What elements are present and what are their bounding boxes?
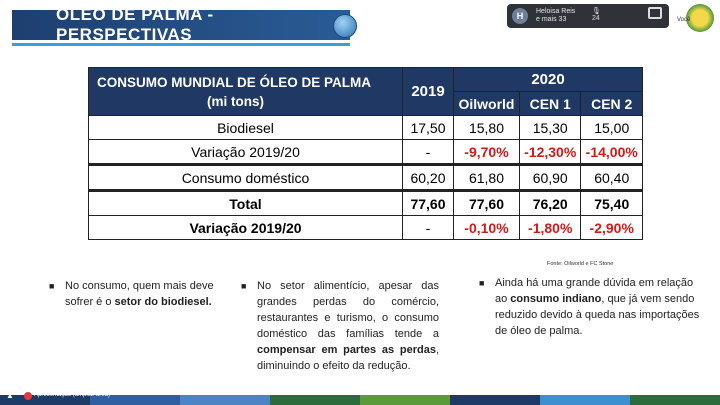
meeting-participants-panel[interactable]: H Heloisa Reis e mais 33 xyxy=(507,4,669,28)
cell-cen1: 76,20 xyxy=(518,189,582,216)
cell-oilworld: -9,70% xyxy=(453,139,520,165)
table-row: Variação 2019/20 - -9,70% -12,30% -14,00… xyxy=(88,139,643,165)
source-note: Fonte: Oilworld e FC Stone xyxy=(547,261,614,267)
cell-cen1: 60,90 xyxy=(518,163,582,191)
row-label: Biodiesel xyxy=(88,115,403,140)
table-row: Biodiesel 17,50 15,80 15,30 15,00 xyxy=(88,115,643,140)
cell-2019: - xyxy=(402,139,454,165)
cell-2019: 17,50 xyxy=(402,115,454,140)
title-underline xyxy=(12,43,350,46)
cell-cen1: 15,30 xyxy=(518,115,582,140)
cell-cen2: 60,40 xyxy=(580,163,643,191)
presentation-label[interactable]: Apresentação (ampliar área) xyxy=(34,392,111,398)
header-oilworld: Oilworld xyxy=(453,91,520,116)
header-cen2: CEN 2 xyxy=(580,91,643,116)
company-logo xyxy=(686,4,714,32)
cell-oilworld: -0,10% xyxy=(453,215,520,240)
participant-count: e mais 33 xyxy=(536,16,567,23)
participant-summary: Heloisa Reis e mais 33 xyxy=(536,8,575,24)
avatar: H xyxy=(512,8,528,24)
cell-cen2: -14,00% xyxy=(580,139,643,165)
globe-icon xyxy=(333,14,357,38)
cell-cen2: 75,40 xyxy=(580,189,643,216)
slide-title: ÓLEO DE PALMA - PERSPECTIVAS xyxy=(12,5,350,44)
mic-count: 24 xyxy=(592,15,600,22)
row-label: Total xyxy=(88,189,403,216)
table-row: Variação 2019/20 - -0,10% -1,80% -2,90% xyxy=(88,215,643,240)
bullet-india-consumption: ■ Ainda há uma grande dúvida em relação … xyxy=(479,277,700,337)
cell-cen1: -1,80% xyxy=(518,215,582,240)
header-2020: 2020 xyxy=(453,67,643,92)
table-row: Total 77,60 77,60 76,20 75,40 xyxy=(88,189,643,216)
cell-cen2: 15,00 xyxy=(580,115,643,140)
row-label: Variação 2019/20 xyxy=(88,215,403,240)
participant-name: Heloisa Reis xyxy=(536,8,576,15)
row-label: Consumo doméstico xyxy=(88,163,403,191)
bottom-color-strip xyxy=(0,395,720,405)
cell-oilworld: 77,60 xyxy=(453,189,520,216)
cell-oilworld: 15,80 xyxy=(453,115,520,140)
cell-2019: 60,20 xyxy=(402,163,454,191)
cell-cen1: -12,30% xyxy=(518,139,582,165)
header-cen1: CEN 1 xyxy=(518,91,582,116)
cell-cen2: -2,90% xyxy=(580,215,643,240)
logo-text: Você xyxy=(677,17,691,23)
bullet-biodiesel: ■ No consumo, quem mais deve sofrer é o … xyxy=(49,280,214,308)
cell-oilworld: 61,80 xyxy=(453,163,520,191)
recording-icon xyxy=(24,392,32,400)
cell-2019: 77,60 xyxy=(402,189,454,216)
bullet-food-sector: ■ No setor alimentício, apesar das grand… xyxy=(241,280,439,372)
table-row: Consumo doméstico 60,20 61,80 60,90 60,4… xyxy=(88,163,643,191)
table-header-title: CONSUMO MUNDIAL DE ÓLEO DE PALMA (mi ton… xyxy=(88,67,403,116)
pin-icon[interactable]: ▲ xyxy=(6,391,14,400)
consumption-table: CONSUMO MUNDIAL DE ÓLEO DE PALMA (mi ton… xyxy=(88,67,643,258)
microphone-icon[interactable]: 🎙24 xyxy=(592,8,601,22)
chat-icon[interactable] xyxy=(648,7,662,19)
header-2019: 2019 xyxy=(402,67,454,116)
row-label: Variação 2019/20 xyxy=(88,139,403,165)
cell-2019: - xyxy=(402,215,454,240)
